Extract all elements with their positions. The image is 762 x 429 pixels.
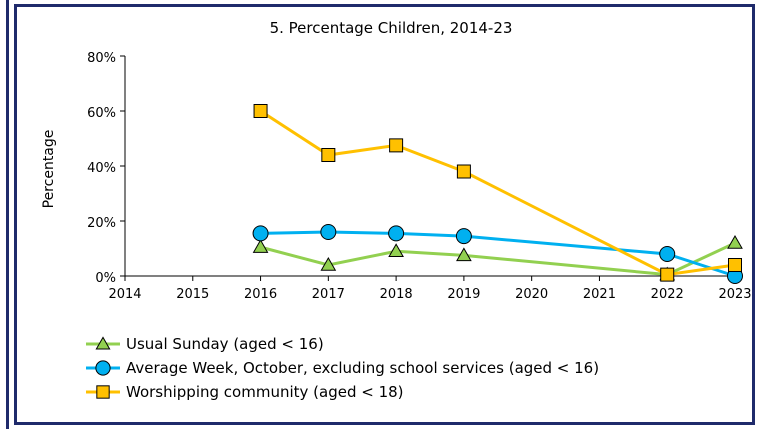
series-point	[321, 148, 336, 162]
x-tick-label: 2018	[380, 287, 413, 302]
series-line	[259, 109, 736, 277]
series-point	[320, 224, 337, 240]
series-point	[388, 225, 405, 242]
axes: 0% 20% 40% 60% 80% 2014 2015 2016 2017 2018 2019 20…	[87, 51, 751, 302]
x-tick-label: 2020	[515, 287, 548, 302]
x-tick-label: 2017	[312, 287, 345, 302]
x-tick-label: 2021	[583, 287, 616, 302]
series-point	[389, 138, 404, 153]
legend: Usual Sunday (aged < 16) Average Week, Oc…	[86, 335, 599, 401]
x-tick-label: 2014	[108, 287, 141, 302]
series-point	[320, 256, 337, 271]
series-markers	[252, 104, 743, 284]
x-tick-label: 2023	[718, 287, 751, 302]
x-tick-label: 2019	[447, 287, 480, 302]
legend-entry-label: Worshipping community (aged < 18)	[126, 383, 404, 401]
series-point	[456, 164, 471, 179]
y-tick-label: 80%	[87, 51, 116, 66]
series-point	[252, 239, 269, 253]
series-point	[253, 104, 268, 118]
series-point	[660, 267, 675, 282]
series-point	[455, 228, 472, 245]
y-tick-label: 60%	[87, 106, 116, 121]
legend-swatch-marker	[96, 385, 110, 399]
y-tick-label: 20%	[87, 216, 116, 231]
series-lines	[259, 109, 736, 278]
chart-title: 5. Percentage Children, 2014-23	[270, 19, 513, 37]
legend-swatch-marker	[95, 360, 111, 376]
series-point	[388, 243, 404, 257]
series-point	[727, 234, 743, 249]
series-point	[252, 225, 269, 242]
chart-frame	[14, 4, 755, 425]
x-tick-label: 2016	[244, 287, 277, 302]
series-line	[260, 241, 736, 277]
legend-entry-label: Average Week, October, excluding school …	[126, 359, 599, 377]
series-point	[659, 246, 676, 262]
y-axis-label: Percentage	[41, 130, 57, 209]
series-point	[456, 247, 472, 262]
legend-entry-label: Usual Sunday (aged < 16)	[126, 335, 324, 353]
series-line	[260, 230, 736, 278]
x-tick-label: 2015	[176, 287, 209, 302]
y-tick-label: 40%	[87, 161, 116, 176]
legend-swatch-marker	[95, 336, 111, 350]
x-tick-label: 2022	[651, 287, 684, 302]
left-border-strip	[0, 0, 9, 429]
series-point	[728, 258, 742, 272]
y-tick-label: 0%	[95, 271, 116, 286]
